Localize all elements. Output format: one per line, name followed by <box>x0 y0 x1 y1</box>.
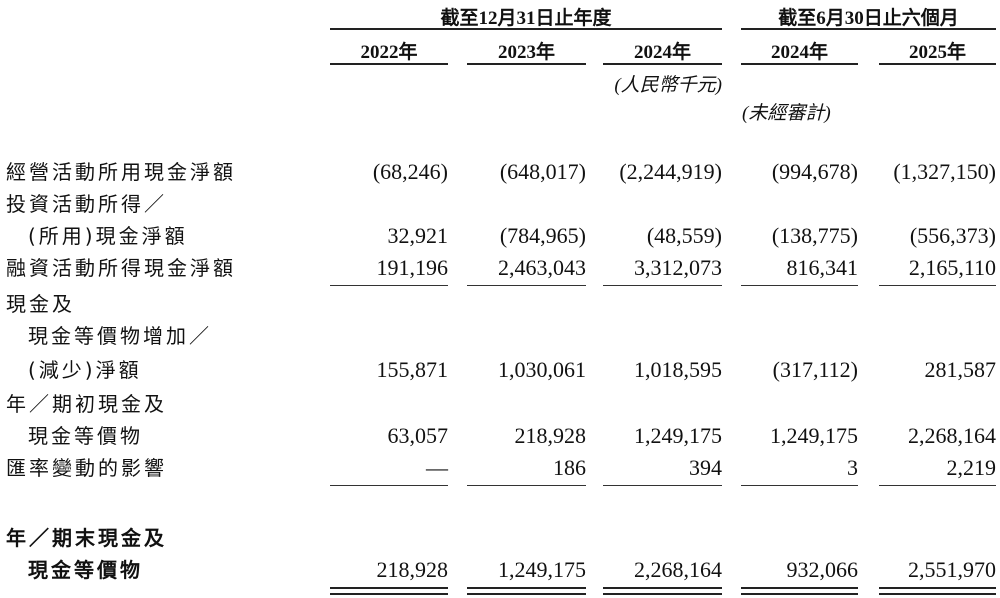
year-rule <box>467 63 586 65</box>
table-row-fx-effect: 匯率變動的影響 — 186 394 3 2,219 <box>0 452 1000 484</box>
cell: 1,018,595 <box>634 357 722 382</box>
cell: (68,246) <box>372 159 448 184</box>
subtotal-rule <box>330 485 448 486</box>
row-label: 現金等價物 <box>28 424 143 448</box>
row-label: 投資活動所得／ <box>6 192 167 216</box>
cell: 394 <box>689 455 722 480</box>
year-rule <box>741 63 858 65</box>
unit-note: (人民幣千元) <box>614 75 722 96</box>
row-label: 經營活動所用現金淨額 <box>6 160 236 184</box>
table-row-net-change-label: 現金及 <box>0 288 1000 320</box>
subtotal-rule <box>603 285 722 286</box>
table-row-closing-label: 年／期末現金及 <box>0 522 1000 554</box>
row-label: 現金等價物 <box>28 558 143 582</box>
cell: (556,373) <box>909 223 996 248</box>
row-label: 融資活動所得現金淨額 <box>6 256 236 280</box>
cell: 2,463,043 <box>498 255 586 280</box>
subtotal-rule <box>603 485 722 486</box>
total-double-rule <box>467 587 586 595</box>
total-double-rule <box>879 587 996 595</box>
cell: (1,327,150) <box>893 159 996 184</box>
year-rule <box>603 63 722 65</box>
header-group-annual: 截至12月31日止年度 <box>440 8 612 29</box>
table-row-net-change-label: 現金等價物增加／ <box>0 320 1000 352</box>
row-label: (減少)淨額 <box>28 358 142 382</box>
subtotal-rule <box>879 485 996 486</box>
subtotal-rule <box>741 485 858 486</box>
subtotal-rule <box>467 485 586 486</box>
cell: (317,112) <box>772 357 858 382</box>
cell: 2,268,164 <box>908 423 996 448</box>
year-rule <box>879 63 996 65</box>
subtotal-rule <box>879 285 996 286</box>
table-row-opening: 現金等價物 63,057 218,928 1,249,175 1,249,175… <box>0 420 1000 452</box>
header-rule <box>741 28 996 30</box>
cell: 2,551,970 <box>908 557 996 582</box>
cell: 2,219 <box>946 455 997 480</box>
cell: 3 <box>847 455 858 480</box>
header-group-interim: 截至6月30日止六個月 <box>778 8 959 29</box>
cell: 816,341 <box>786 255 859 280</box>
cell: 218,928 <box>514 423 587 448</box>
total-double-rule <box>741 587 858 595</box>
cell: 155,871 <box>376 357 449 382</box>
row-label: 年／期末現金及 <box>6 526 167 550</box>
total-double-rule <box>330 587 448 595</box>
cell: 1,249,175 <box>498 557 586 582</box>
row-label: 現金等價物增加／ <box>28 324 212 348</box>
cell: 932,066 <box>786 557 859 582</box>
cell: 63,057 <box>387 423 449 448</box>
cell: (138,775) <box>771 223 858 248</box>
subtotal-rule <box>467 285 586 286</box>
row-label: 年／期初現金及 <box>6 392 167 416</box>
table-row-net-change: (減少)淨額 155,871 1,030,061 1,018,595 (317,… <box>0 354 1000 386</box>
table-row-operating: 經營活動所用現金淨額 (68,246) (648,017) (2,244,919… <box>0 156 1000 188</box>
year-header: 2025年 <box>908 42 966 63</box>
cell: 32,921 <box>387 223 449 248</box>
table-row-investing-label: 投資活動所得／ <box>0 188 1000 220</box>
year-rule <box>330 63 448 65</box>
subtotal-rule <box>330 285 448 286</box>
cell: 186 <box>553 455 586 480</box>
cell: 1,030,061 <box>498 357 586 382</box>
cell: 281,587 <box>924 357 997 382</box>
header-rule <box>330 28 722 30</box>
total-double-rule <box>603 587 722 595</box>
cell: (2,244,919) <box>619 159 722 184</box>
cell: 2,165,110 <box>908 255 996 280</box>
subtotal-rule <box>741 285 858 286</box>
cell: (648,017) <box>499 159 586 184</box>
year-header: 2024年 <box>770 42 828 63</box>
year-header: 2023年 <box>497 42 555 63</box>
cell: — <box>426 455 448 480</box>
year-header: 2024年 <box>633 42 691 63</box>
cell: (994,678) <box>771 159 858 184</box>
cell: 3,312,073 <box>634 255 722 280</box>
cell: (784,965) <box>499 223 586 248</box>
cell: 1,249,175 <box>770 423 858 448</box>
cell: 2,268,164 <box>634 557 722 582</box>
table-row-investing: (所用)現金淨額 32,921 (784,965) (48,559) (138,… <box>0 220 1000 252</box>
cell: (48,559) <box>646 223 722 248</box>
cell: 1,249,175 <box>634 423 722 448</box>
table-row-financing: 融資活動所得現金淨額 191,196 2,463,043 3,312,073 8… <box>0 252 1000 284</box>
unaudited-note: (未經審計) <box>742 103 831 124</box>
table-row-opening-label: 年／期初現金及 <box>0 388 1000 420</box>
row-label: 現金及 <box>6 292 75 316</box>
table-row-closing: 現金等價物 218,928 1,249,175 2,268,164 932,06… <box>0 554 1000 586</box>
row-label: 匯率變動的影響 <box>6 456 167 480</box>
cell: 218,928 <box>376 557 449 582</box>
row-label: (所用)現金淨額 <box>28 224 188 248</box>
cell: 191,196 <box>376 255 449 280</box>
year-header: 2022年 <box>360 42 418 63</box>
